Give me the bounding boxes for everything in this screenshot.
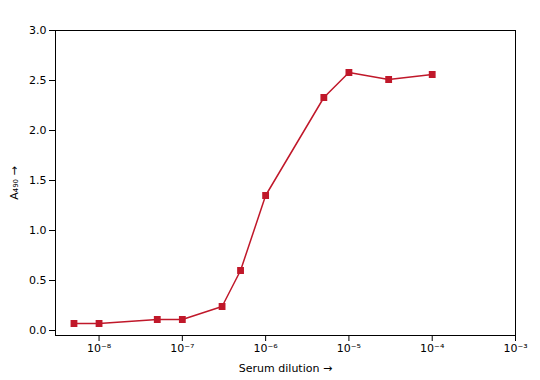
- svg-text:3.0: 3.0: [29, 24, 47, 37]
- svg-text:10⁻⁷: 10⁻⁷: [170, 342, 194, 355]
- svg-text:Serum dilution →: Serum dilution →: [239, 362, 332, 375]
- svg-text:1.5: 1.5: [29, 174, 47, 187]
- svg-text:1.0: 1.0: [29, 224, 47, 237]
- svg-text:10⁻⁴: 10⁻⁴: [420, 342, 445, 355]
- svg-text:0.5: 0.5: [29, 274, 47, 287]
- svg-text:2.0: 2.0: [29, 124, 47, 137]
- svg-text:10⁻⁵: 10⁻⁵: [337, 342, 361, 355]
- svg-text:10⁻³: 10⁻³: [503, 342, 527, 355]
- svg-text:0.0: 0.0: [29, 324, 47, 337]
- svg-text:10⁻⁸: 10⁻⁸: [87, 342, 112, 355]
- svg-text:2.5: 2.5: [29, 74, 47, 87]
- svg-text:A₄₉₀ →: A₄₉₀ →: [8, 166, 21, 199]
- svg-text:10⁻⁶: 10⁻⁶: [254, 342, 279, 355]
